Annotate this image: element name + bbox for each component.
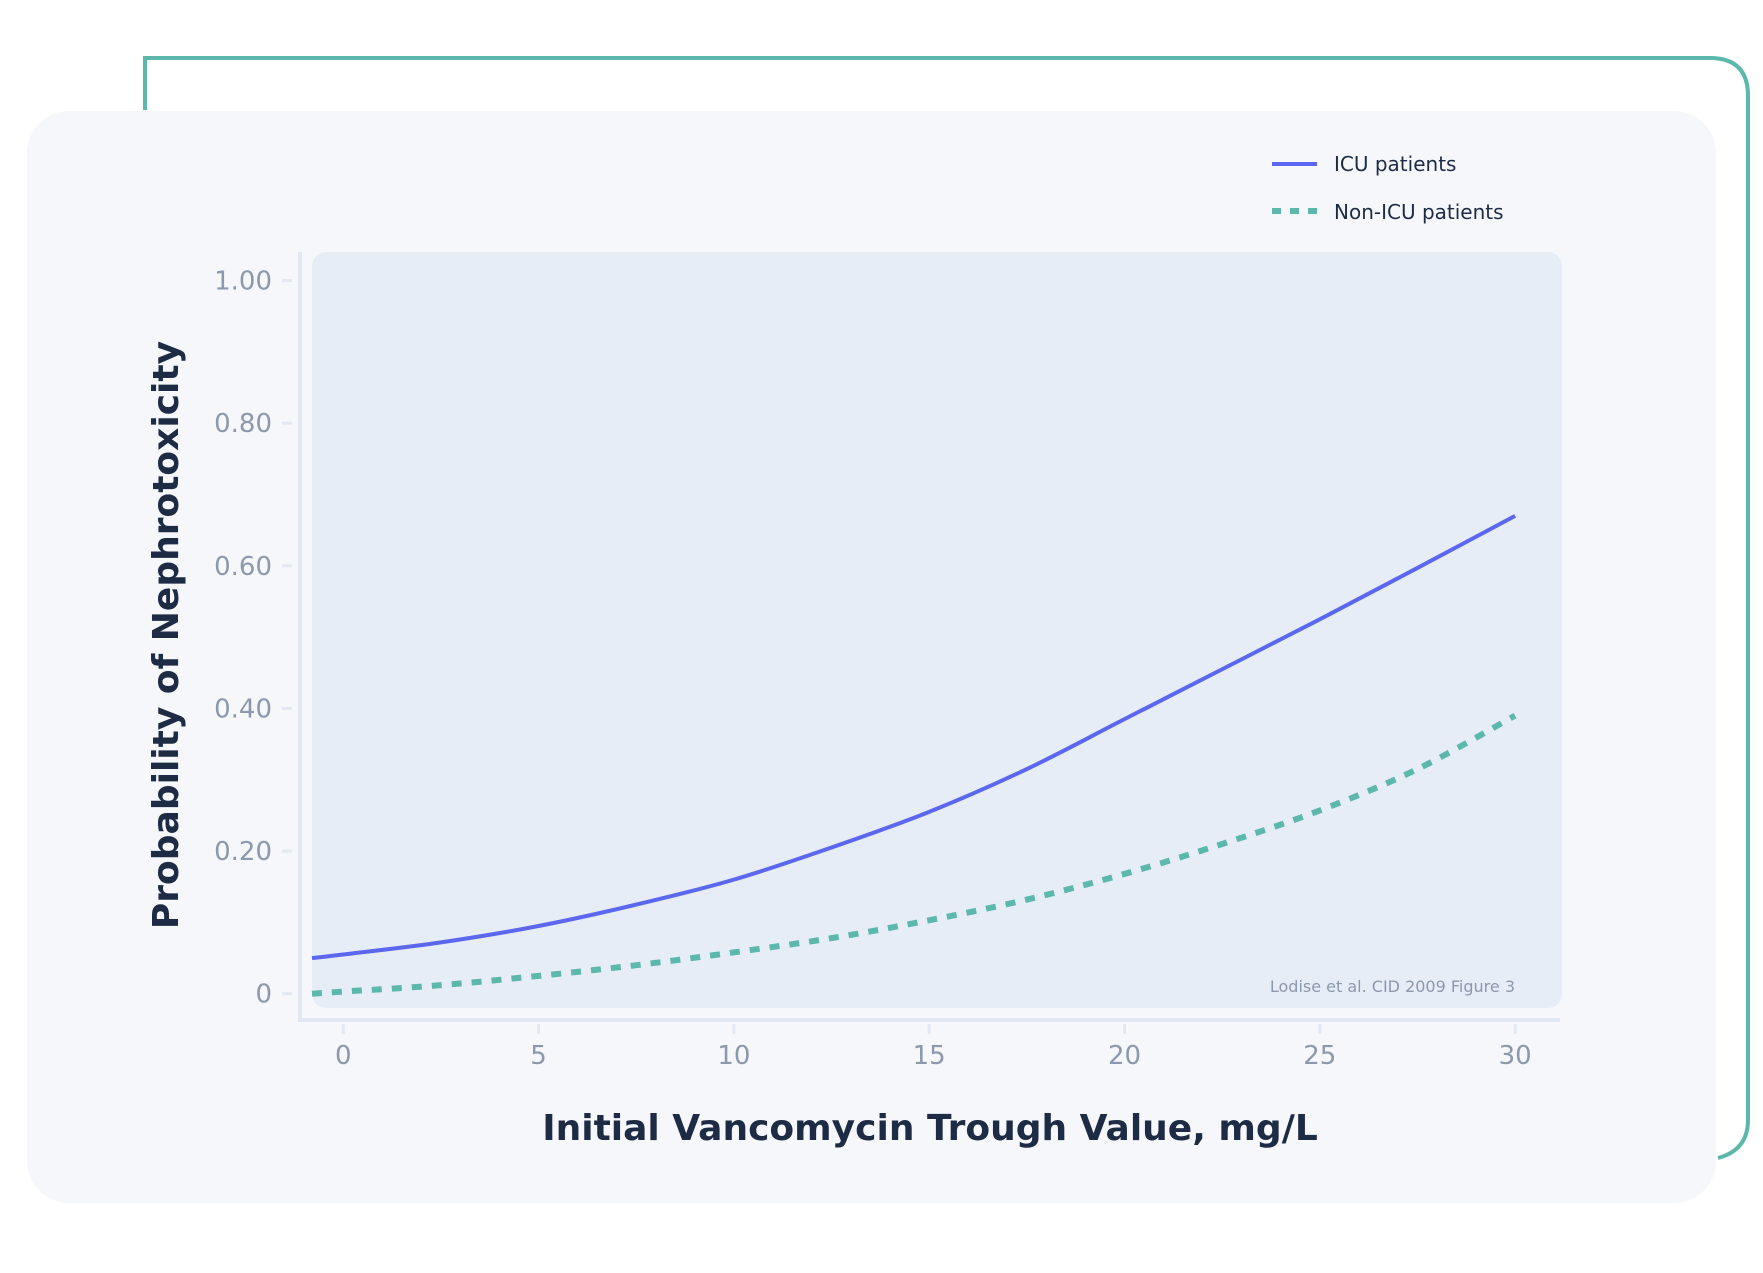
x-tick-label: 10 (717, 1041, 750, 1071)
source-annotation: Lodise et al. CID 2009 Figure 3 (1270, 977, 1515, 996)
x-tick-label: 25 (1303, 1041, 1336, 1071)
y-tick-label: 0 (255, 980, 272, 1010)
y-tick-label: 0.80 (214, 409, 272, 439)
y-tick-label: 0.60 (214, 552, 272, 582)
x-tick-label: 20 (1108, 1041, 1141, 1071)
x-tick-label: 30 (1499, 1041, 1532, 1071)
y-tick-label: 1.00 (214, 267, 272, 297)
x-axis-title: Initial Vancomycin Trough Value, mg/L (542, 1108, 1318, 1149)
legend-label-icu: ICU patients (1334, 152, 1456, 176)
x-axis-ticks: 0 5 10 15 20 25 30 (335, 1024, 1532, 1071)
y-tick-label: 0.20 (214, 837, 272, 867)
legend: ICU patients Non-ICU patients (1272, 152, 1504, 224)
x-tick-label: 5 (530, 1041, 547, 1071)
legend-label-non-icu: Non-ICU patients (1334, 200, 1504, 224)
series-line-non-icu (311, 712, 1517, 997)
series-layer (311, 514, 1517, 997)
x-tick-label: 15 (913, 1041, 946, 1071)
plot-area (312, 252, 1562, 1008)
x-tick-label: 0 (335, 1041, 352, 1071)
y-axis-title: Probability of Nephrotoxicity (146, 341, 187, 929)
y-axis-ticks: 0 0.20 0.40 0.60 0.80 1.00 (214, 267, 292, 1010)
y-tick-label: 0.40 (214, 694, 272, 724)
series-line-icu (311, 514, 1517, 961)
decorative-frame (143, 56, 1750, 1160)
